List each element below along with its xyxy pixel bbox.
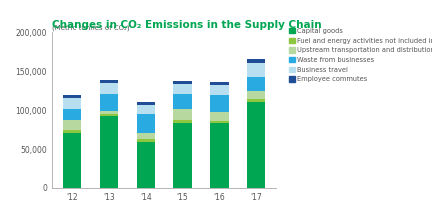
Bar xyxy=(173,81,192,84)
Legend: Capital goods, Fuel and energy activities not included in Scope 1 and 2, Upstrea: Capital goods, Fuel and energy activitie… xyxy=(289,28,432,82)
Bar xyxy=(173,120,192,123)
Bar xyxy=(210,123,229,188)
Bar xyxy=(100,80,118,83)
Bar xyxy=(247,99,265,102)
Bar xyxy=(100,94,118,111)
Bar xyxy=(247,59,265,63)
Bar xyxy=(247,91,265,99)
Bar xyxy=(63,109,81,120)
Bar xyxy=(100,116,118,188)
Text: Changes in CO₂ Emissions in the Supply Chain: Changes in CO₂ Emissions in the Supply C… xyxy=(52,20,321,30)
Bar xyxy=(173,94,192,109)
Bar xyxy=(63,95,81,98)
Bar xyxy=(100,114,118,116)
Bar xyxy=(100,111,118,114)
Bar xyxy=(210,112,229,121)
Bar xyxy=(137,133,155,139)
Bar xyxy=(137,114,155,133)
Bar xyxy=(247,77,265,91)
Bar xyxy=(210,95,229,112)
Bar xyxy=(173,84,192,94)
Bar xyxy=(137,105,155,114)
Bar xyxy=(210,82,229,85)
Bar xyxy=(137,102,155,105)
Bar xyxy=(63,130,81,133)
Text: (Metric tonnes of CO₂): (Metric tonnes of CO₂) xyxy=(52,24,130,31)
Bar xyxy=(63,98,81,109)
Bar xyxy=(247,102,265,188)
Bar xyxy=(210,85,229,95)
Bar xyxy=(137,139,155,142)
Bar xyxy=(173,109,192,120)
Bar xyxy=(63,133,81,188)
Bar xyxy=(173,123,192,188)
Bar xyxy=(247,63,265,77)
Bar xyxy=(137,142,155,188)
Bar xyxy=(63,120,81,130)
Bar xyxy=(100,83,118,94)
Bar xyxy=(210,121,229,123)
